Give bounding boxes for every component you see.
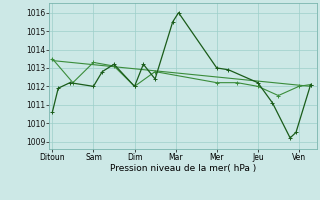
X-axis label: Pression niveau de la mer( hPa ): Pression niveau de la mer( hPa )	[110, 164, 256, 173]
